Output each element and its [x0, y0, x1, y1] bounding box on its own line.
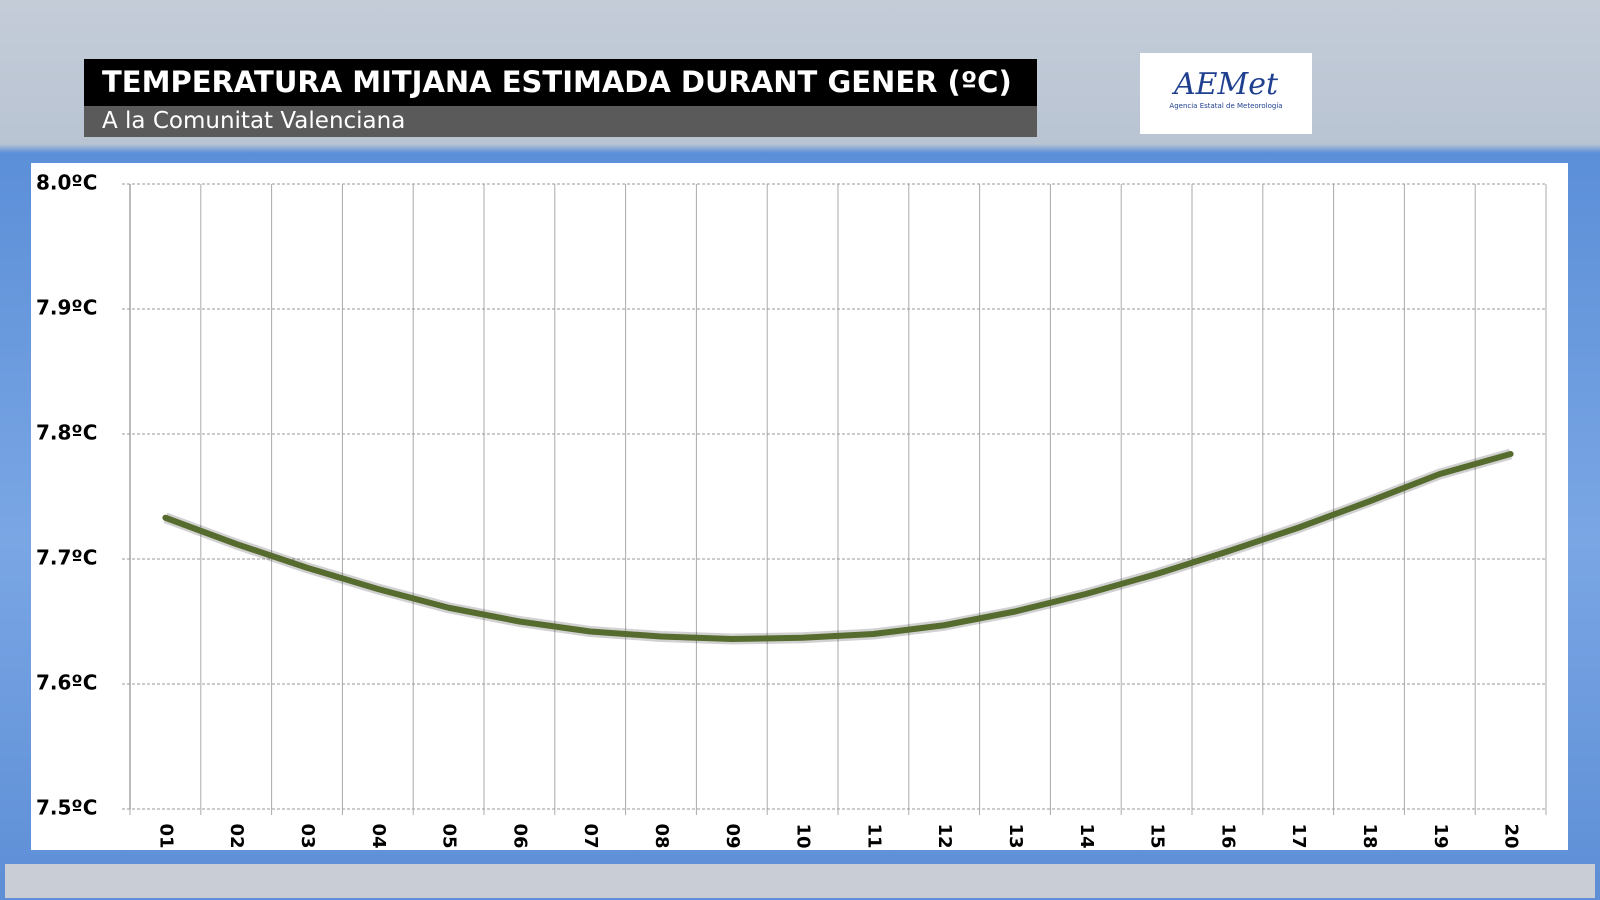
- x-tick-label: 10: [793, 823, 814, 848]
- y-tick-label: 7.5ºC: [36, 796, 97, 820]
- x-tick-label: 20: [1501, 823, 1522, 848]
- logo: AEMet Agencia Estatal de Meteorología: [1140, 53, 1312, 134]
- logo-caption: Agencia Estatal de Meteorología: [1169, 102, 1283, 110]
- chart-title: TEMPERATURA MITJANA ESTIMADA DURANT GENE…: [84, 59, 1037, 106]
- x-tick-label: 11: [863, 823, 884, 848]
- x-tick-label: 09: [722, 823, 743, 848]
- bottom-bar: [5, 864, 1595, 898]
- logo-name: AEMet: [1173, 67, 1279, 102]
- x-tick-label: 16: [1217, 823, 1238, 848]
- x-tick-label: 07: [580, 823, 601, 848]
- x-tick-label: 15: [1147, 823, 1168, 848]
- x-tick-label: 17: [1288, 823, 1309, 848]
- y-tick-label: 7.7ºC: [36, 546, 97, 570]
- x-tick-label: 14: [1076, 823, 1097, 848]
- x-tick-label: 03: [297, 823, 318, 848]
- x-tick-label: 02: [226, 823, 247, 848]
- x-tick-label: 05: [439, 823, 460, 848]
- x-tick-label: 08: [651, 823, 672, 848]
- x-tick-label: 01: [155, 823, 176, 848]
- plot-panel: [31, 163, 1568, 850]
- y-tick-label: 8.0ºC: [36, 171, 97, 195]
- x-tick-label: 19: [1430, 823, 1451, 848]
- x-tick-label: 13: [1005, 823, 1026, 848]
- y-tick-label: 7.8ºC: [36, 421, 97, 445]
- y-tick-label: 7.9ºC: [36, 296, 97, 320]
- x-tick-label: 04: [368, 823, 389, 848]
- chart-subtitle: A la Comunitat Valenciana: [84, 106, 1037, 137]
- x-tick-label: 12: [934, 823, 955, 848]
- y-tick-label: 7.6ºC: [36, 671, 97, 695]
- x-tick-label: 06: [509, 823, 530, 848]
- line: [162, 451, 1514, 642]
- x-tick-label: 18: [1359, 823, 1380, 848]
